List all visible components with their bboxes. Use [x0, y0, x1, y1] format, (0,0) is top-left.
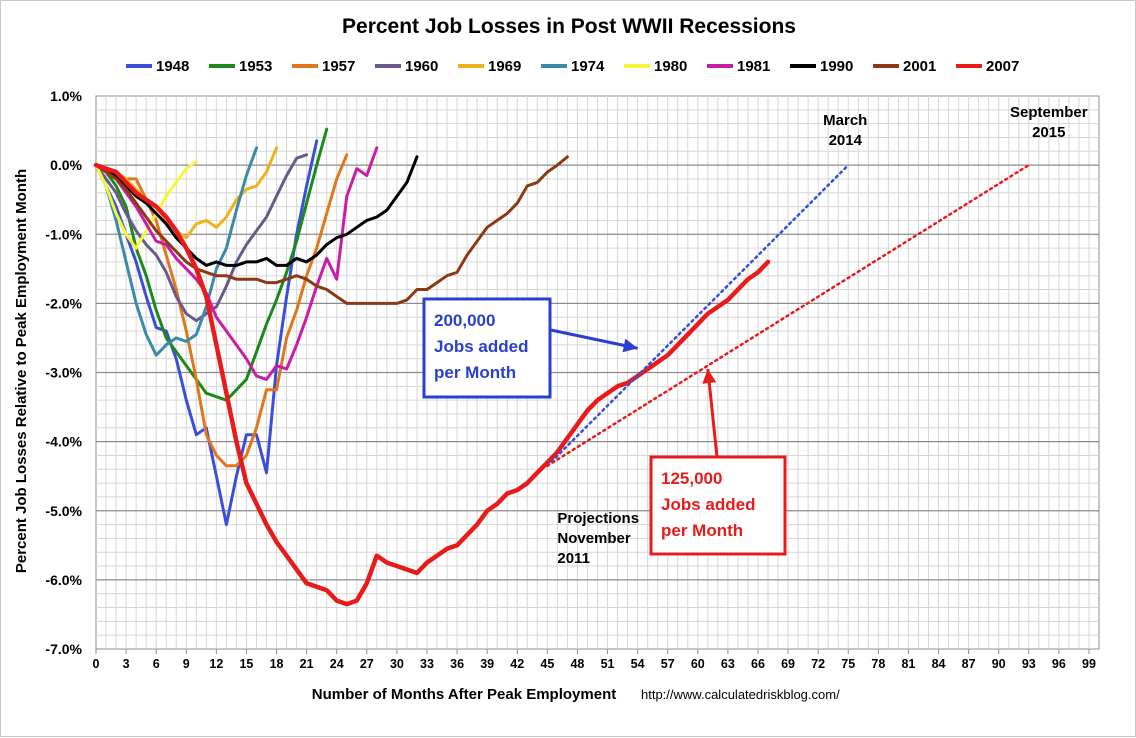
x-axis-ticks: 0 3 6 9 12 15 18 21 24 27 30 33 36 39 42 45 48 51 54 57 60 63… — [93, 649, 1096, 671]
series-line-2001 — [94, 155, 569, 305]
y-tick-label: -5.0% — [45, 503, 82, 519]
x-tick-label: 48 — [570, 657, 584, 671]
x-tick-label: 12 — [209, 657, 223, 671]
x-tick-label: 45 — [540, 657, 554, 671]
legend-label: 1969 — [488, 58, 521, 75]
callout-arrow — [545, 327, 638, 350]
x-axis-label: Number of Months After Peak Employment — [312, 686, 616, 703]
x-tick-label: 33 — [420, 657, 434, 671]
x-tick-label: 66 — [751, 657, 765, 671]
series-line-1957 — [94, 153, 349, 468]
annotation-text: March — [823, 112, 867, 129]
y-tick-label: -2.0% — [45, 295, 82, 311]
x-tick-label: 84 — [932, 657, 946, 671]
callout-text: 125,000 — [661, 469, 722, 488]
x-tick-label: 78 — [871, 657, 885, 671]
y-tick-label: -7.0% — [45, 641, 82, 657]
x-tick-label: 75 — [841, 657, 855, 671]
legend-label: 2001 — [903, 58, 936, 75]
legend-label: 1948 — [156, 58, 189, 75]
annotation-text: 2011 — [557, 550, 590, 567]
callout-text: per Month — [661, 521, 743, 540]
callout-text: per Month — [434, 363, 516, 382]
callout-text: Jobs added — [434, 337, 528, 356]
x-tick-label: 96 — [1052, 657, 1066, 671]
callout-arrowhead — [622, 338, 638, 353]
legend-label: 1980 — [654, 58, 687, 75]
callout-arrowhead — [702, 369, 717, 384]
annotation-text: September — [1010, 104, 1088, 121]
x-tick-label: 87 — [962, 657, 976, 671]
legend-label: 1974 — [571, 58, 605, 75]
callout-arrow — [706, 368, 719, 458]
grid — [95, 95, 1100, 650]
series-group — [93, 127, 1031, 607]
y-tick-label: -1.0% — [45, 226, 82, 242]
y-tick-label: -4.0% — [45, 434, 82, 450]
x-tick-label: 99 — [1082, 657, 1096, 671]
annotation-text: Projections — [557, 510, 639, 527]
series-line-1980 — [94, 160, 198, 250]
x-tick-label: 15 — [239, 657, 253, 671]
series-line-2007 — [93, 162, 771, 607]
series-line-1990 — [94, 155, 419, 267]
projection-line — [546, 163, 1031, 468]
projection-line — [546, 163, 850, 468]
x-tick-label: 24 — [330, 657, 344, 671]
x-tick-label: 21 — [300, 657, 314, 671]
annotation-text: 2015 — [1032, 124, 1065, 141]
x-tick-label: 42 — [510, 657, 524, 671]
callout-box — [649, 455, 787, 556]
y-axis-label: Percent Job Losses Relative to Peak Empl… — [13, 169, 30, 573]
y-tick-label: 1.0% — [50, 88, 82, 104]
y-axis-ticks: 1.0% 0.0% -1.0% -2.0% -3.0% -4.0% -5.0% -6.0% -7… — [45, 88, 82, 657]
annotations: March 2014 September 2015 Projections Novembe… — [557, 104, 1087, 567]
legend-label: 1960 — [405, 58, 438, 75]
x-tick-label: 81 — [901, 657, 915, 671]
y-tick-label: -3.0% — [45, 365, 82, 381]
callout-box — [422, 297, 552, 399]
series-line-1981 — [94, 146, 379, 381]
x-tick-label: 72 — [811, 657, 825, 671]
x-tick-label: 63 — [721, 657, 735, 671]
annotation-text: 2014 — [829, 132, 863, 149]
callout-text: 200,000 — [434, 311, 495, 330]
x-tick-label: 18 — [270, 657, 284, 671]
legend-label: 2007 — [986, 58, 1019, 75]
x-tick-label: 36 — [450, 657, 464, 671]
x-tick-label: 6 — [153, 657, 160, 671]
x-tick-label: 3 — [123, 657, 130, 671]
x-tick-label: 27 — [360, 657, 374, 671]
x-tick-label: 93 — [1022, 657, 1036, 671]
series-line-1969 — [94, 146, 278, 240]
x-tick-label: 30 — [390, 657, 404, 671]
x-tick-label: 69 — [781, 657, 795, 671]
x-tick-label: 9 — [183, 657, 190, 671]
legend-label: 1981 — [737, 58, 770, 75]
legend-label: 1957 — [322, 58, 355, 75]
legend: 1948 1953 1957 1960 1969 1974 1980 1981 1990 2001… — [126, 58, 1019, 75]
x-tick-label: 57 — [661, 657, 675, 671]
x-tick-label: 39 — [480, 657, 494, 671]
annotation-text: November — [557, 530, 631, 547]
x-tick-label: 54 — [631, 657, 645, 671]
y-tick-label: -6.0% — [45, 572, 82, 588]
series-line-1953 — [94, 127, 329, 402]
source-url: http://www.calculatedriskblog.com/ — [641, 687, 840, 702]
series-line-1974 — [94, 146, 258, 357]
x-tick-label: 51 — [601, 657, 615, 671]
x-tick-label: 0 — [93, 657, 100, 671]
x-tick-label: 90 — [992, 657, 1006, 671]
legend-label: 1990 — [820, 58, 853, 75]
chart-title: Percent Job Losses in Post WWII Recessio… — [342, 15, 796, 38]
x-tick-label: 60 — [691, 657, 705, 671]
callout-text: Jobs added — [661, 495, 755, 514]
legend-label: 1953 — [239, 58, 272, 75]
callouts: 200,000 Jobs added per Month 125,000 Jobs ad… — [422, 297, 787, 556]
y-tick-label: 0.0% — [50, 157, 82, 173]
